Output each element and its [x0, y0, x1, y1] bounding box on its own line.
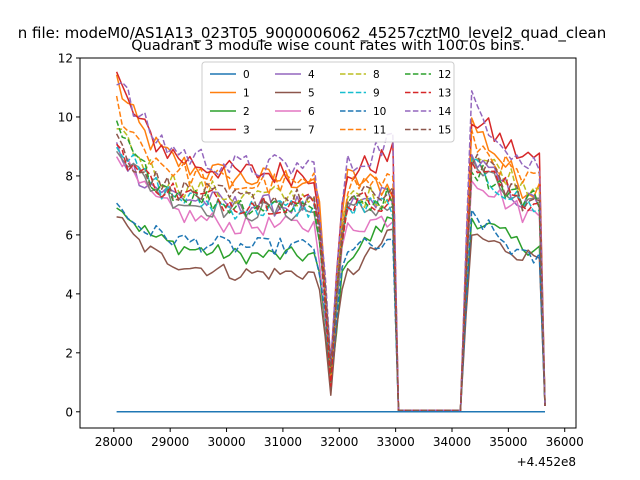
legend-label-2: 2: [243, 106, 250, 118]
legend-label-13: 13: [438, 88, 451, 100]
x-tick-label: 36000: [546, 435, 584, 449]
x-tick-label: 30000: [207, 435, 245, 449]
x-tick-label: 35000: [489, 435, 527, 449]
legend-label-10: 10: [373, 106, 386, 118]
legend-label-15: 15: [438, 125, 451, 137]
series-line-3: [115, 71, 546, 412]
y-tick-label: 12: [58, 52, 73, 66]
legend-label-14: 14: [438, 106, 452, 118]
legend-box: [201, 61, 455, 143]
legend-label-7: 7: [308, 125, 315, 137]
legend-label-0: 0: [243, 69, 250, 81]
x-tick-label: 28000: [95, 435, 133, 449]
series-line-10: [116, 202, 546, 412]
y-axis: 0 2 4 6 8 10 12: [58, 52, 80, 419]
x-axis: 28000 29000 30000 31000 32000 33000 34000 35000…: [95, 428, 584, 449]
series-line-7: [115, 150, 546, 412]
legend-label-8: 8: [373, 69, 380, 81]
plot-lines: [115, 71, 546, 413]
series-line-2: [116, 207, 546, 412]
series-line-12: [115, 120, 546, 412]
series-line-1: [115, 74, 546, 412]
y-tick-label: 4: [65, 287, 73, 301]
x-tick-label: 29000: [151, 435, 189, 449]
series-line-14: [116, 81, 546, 412]
series-line-6: [115, 156, 546, 412]
legend-label-1: 1: [243, 88, 250, 100]
plot-frame: [79, 57, 577, 429]
legend-label-9: 9: [373, 88, 380, 100]
legend-label-11: 11: [373, 125, 386, 137]
x-tick-label: 32000: [320, 435, 358, 449]
figure-suptitle: n file: modeM0/AS1A13_023T05_9000006062_…: [18, 24, 607, 43]
series-line-5: [116, 216, 546, 412]
series-line-8: [116, 128, 546, 412]
x-offset-label: +4.452e8: [517, 455, 576, 469]
legend-label-3: 3: [243, 125, 250, 137]
series-line-4: [115, 142, 546, 412]
x-tick-label: 33000: [377, 435, 415, 449]
series-line-11: [115, 95, 546, 412]
series-line-15: [115, 133, 546, 412]
x-tick-label: 31000: [264, 435, 302, 449]
legend-label-6: 6: [308, 106, 315, 118]
y-tick-label: 6: [65, 228, 73, 242]
y-tick-label: 2: [65, 346, 73, 360]
chart-title: Quadrant 3 module wise count rates with …: [131, 38, 525, 54]
x-tick-label: 34000: [433, 435, 471, 449]
y-tick-label: 10: [58, 110, 73, 124]
legend-label-4: 4: [308, 69, 315, 81]
legend-label-5: 5: [308, 88, 315, 100]
legend-label-12: 12: [438, 69, 451, 81]
y-tick-label: 8: [65, 169, 73, 183]
y-tick-label: 0: [65, 405, 73, 419]
